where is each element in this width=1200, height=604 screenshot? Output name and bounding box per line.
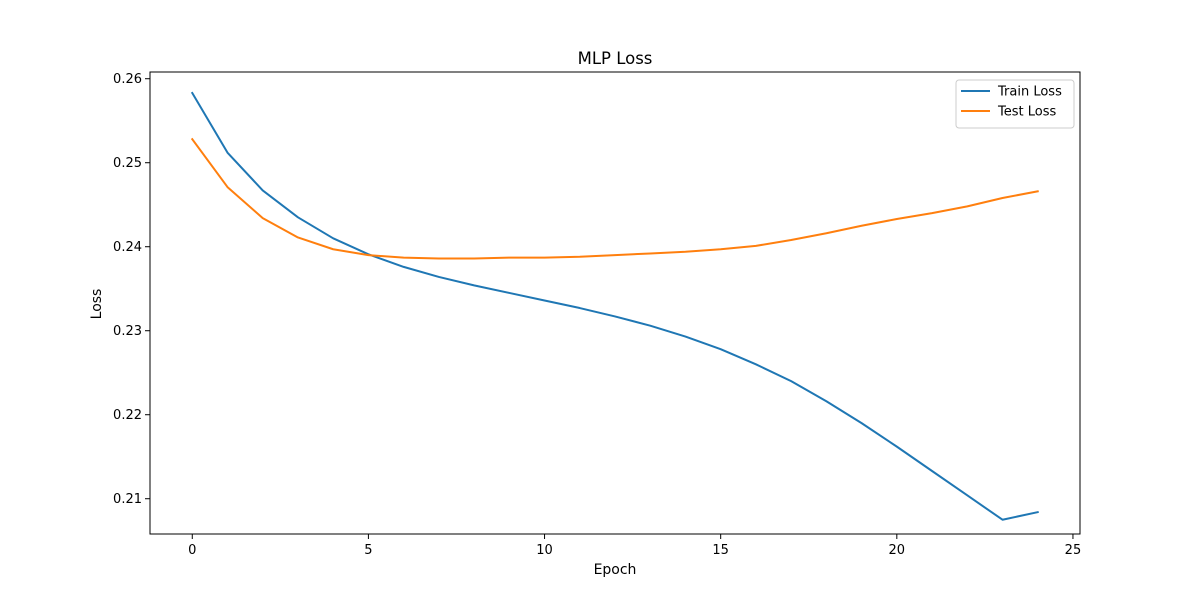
- x-tick-label: 5: [364, 543, 372, 558]
- y-axis-ticks: 0.21 0.22 0.23 0.24 0.25 0.26: [113, 72, 150, 507]
- series-line-test-loss: [190, 137, 1039, 260]
- series-line-train-loss: [190, 91, 1039, 521]
- x-tick-label: 15: [712, 543, 729, 558]
- legend: Train Loss Test Loss: [955, 79, 1075, 129]
- y-axis-label: Loss: [89, 289, 105, 320]
- x-axis-ticks: 0 5 10 15 20 25: [188, 534, 1081, 558]
- chart-title: MLP Loss: [578, 49, 653, 68]
- legend-label-test-loss: Test Loss: [997, 105, 1056, 120]
- x-tick-label: 25: [1065, 543, 1082, 558]
- x-tick-label: 20: [889, 543, 906, 558]
- y-tick-label: 0.24: [113, 240, 142, 255]
- y-tick-label: 0.23: [113, 324, 142, 339]
- y-tick-label: 0.25: [113, 156, 142, 171]
- x-tick-label: 10: [536, 543, 553, 558]
- x-tick-label: 0: [188, 543, 196, 558]
- x-axis-label: Epoch: [594, 562, 637, 578]
- y-tick-label: 0.26: [113, 72, 142, 87]
- plot-area: [149, 71, 1081, 535]
- y-tick-label: 0.21: [113, 492, 142, 507]
- plot-frame: [149, 71, 1081, 535]
- legend-label-train-loss: Train Loss: [997, 85, 1062, 100]
- y-tick-label: 0.22: [113, 408, 142, 423]
